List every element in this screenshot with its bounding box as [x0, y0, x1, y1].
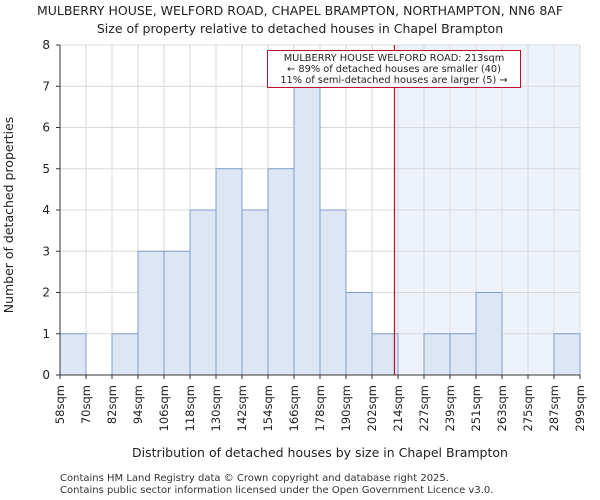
x-tick-label: 130sqm: [209, 385, 223, 431]
bar: [319, 209, 347, 376]
x-tick-label: 227sqm: [417, 385, 431, 431]
x-tick-label: 154sqm: [261, 385, 275, 431]
annotation-line-1: MULBERRY HOUSE WELFORD ROAD: 213sqm: [283, 53, 505, 64]
x-tick-label: 287sqm: [547, 385, 561, 431]
x-tick-label: 178sqm: [313, 385, 327, 431]
bar: [371, 333, 399, 376]
x-tick-label: 70sqm: [79, 385, 93, 424]
y-tick-label: 4: [42, 203, 50, 217]
y-tick-label: 7: [42, 79, 50, 93]
x-tick-label: 214sqm: [391, 385, 405, 431]
annotation-line-3: 11% of semi-detached houses are larger (…: [280, 75, 508, 86]
footer-copyright: Contains HM Land Registry data © Crown c…: [60, 473, 449, 484]
bar: [449, 333, 477, 376]
x-tick-label: 58sqm: [53, 385, 67, 424]
x-tick-label: 142sqm: [235, 385, 249, 431]
x-tick-label: 118sqm: [183, 385, 197, 431]
x-tick-label: 94sqm: [131, 385, 145, 424]
y-axis-label: Number of detached properties: [1, 117, 16, 314]
bar: [423, 333, 451, 376]
x-tick-label: 202sqm: [365, 385, 379, 431]
x-tick-label: 106sqm: [157, 385, 171, 431]
y-tick-label: 6: [42, 121, 50, 135]
bar: [345, 292, 373, 376]
x-tick-label: 251sqm: [469, 385, 483, 431]
chart-title: MULBERRY HOUSE, WELFORD ROAD, CHAPEL BRA…: [36, 3, 564, 18]
bar: [111, 333, 139, 376]
footer-licence: Contains public sector information licen…: [60, 485, 494, 496]
x-tick-label: 166sqm: [287, 385, 301, 431]
y-tick-label: 2: [42, 286, 50, 300]
y-tick-label: 1: [42, 327, 50, 341]
x-tick-label: 275sqm: [521, 385, 535, 431]
bar: [215, 168, 243, 376]
x-tick-label: 263sqm: [495, 385, 509, 431]
annotation-line-2: ← 89% of detached houses are smaller (40…: [287, 64, 501, 75]
x-axis-label: Distribution of detached houses by size …: [132, 445, 508, 460]
bar: [293, 85, 321, 376]
bar: [137, 250, 165, 376]
chart-subtitle: Size of property relative to detached ho…: [96, 21, 504, 36]
x-tick-label: 82sqm: [105, 385, 119, 424]
bar: [59, 333, 87, 376]
bar: [553, 333, 581, 376]
bar: [475, 292, 503, 376]
y-tick-label: 8: [42, 38, 50, 52]
bar: [189, 209, 217, 376]
y-tick-label: 3: [42, 244, 50, 258]
y-tick-label: 0: [42, 368, 50, 382]
bar: [241, 209, 269, 376]
x-tick-label: 299sqm: [573, 385, 587, 431]
bar: [267, 168, 295, 376]
bar: [163, 250, 191, 376]
x-tick-label: 239sqm: [443, 385, 457, 431]
x-tick-label: 190sqm: [339, 385, 353, 431]
property-annotation: MULBERRY HOUSE WELFORD ROAD: 213sqm ← 89…: [267, 50, 521, 88]
y-tick-label: 5: [42, 162, 50, 176]
